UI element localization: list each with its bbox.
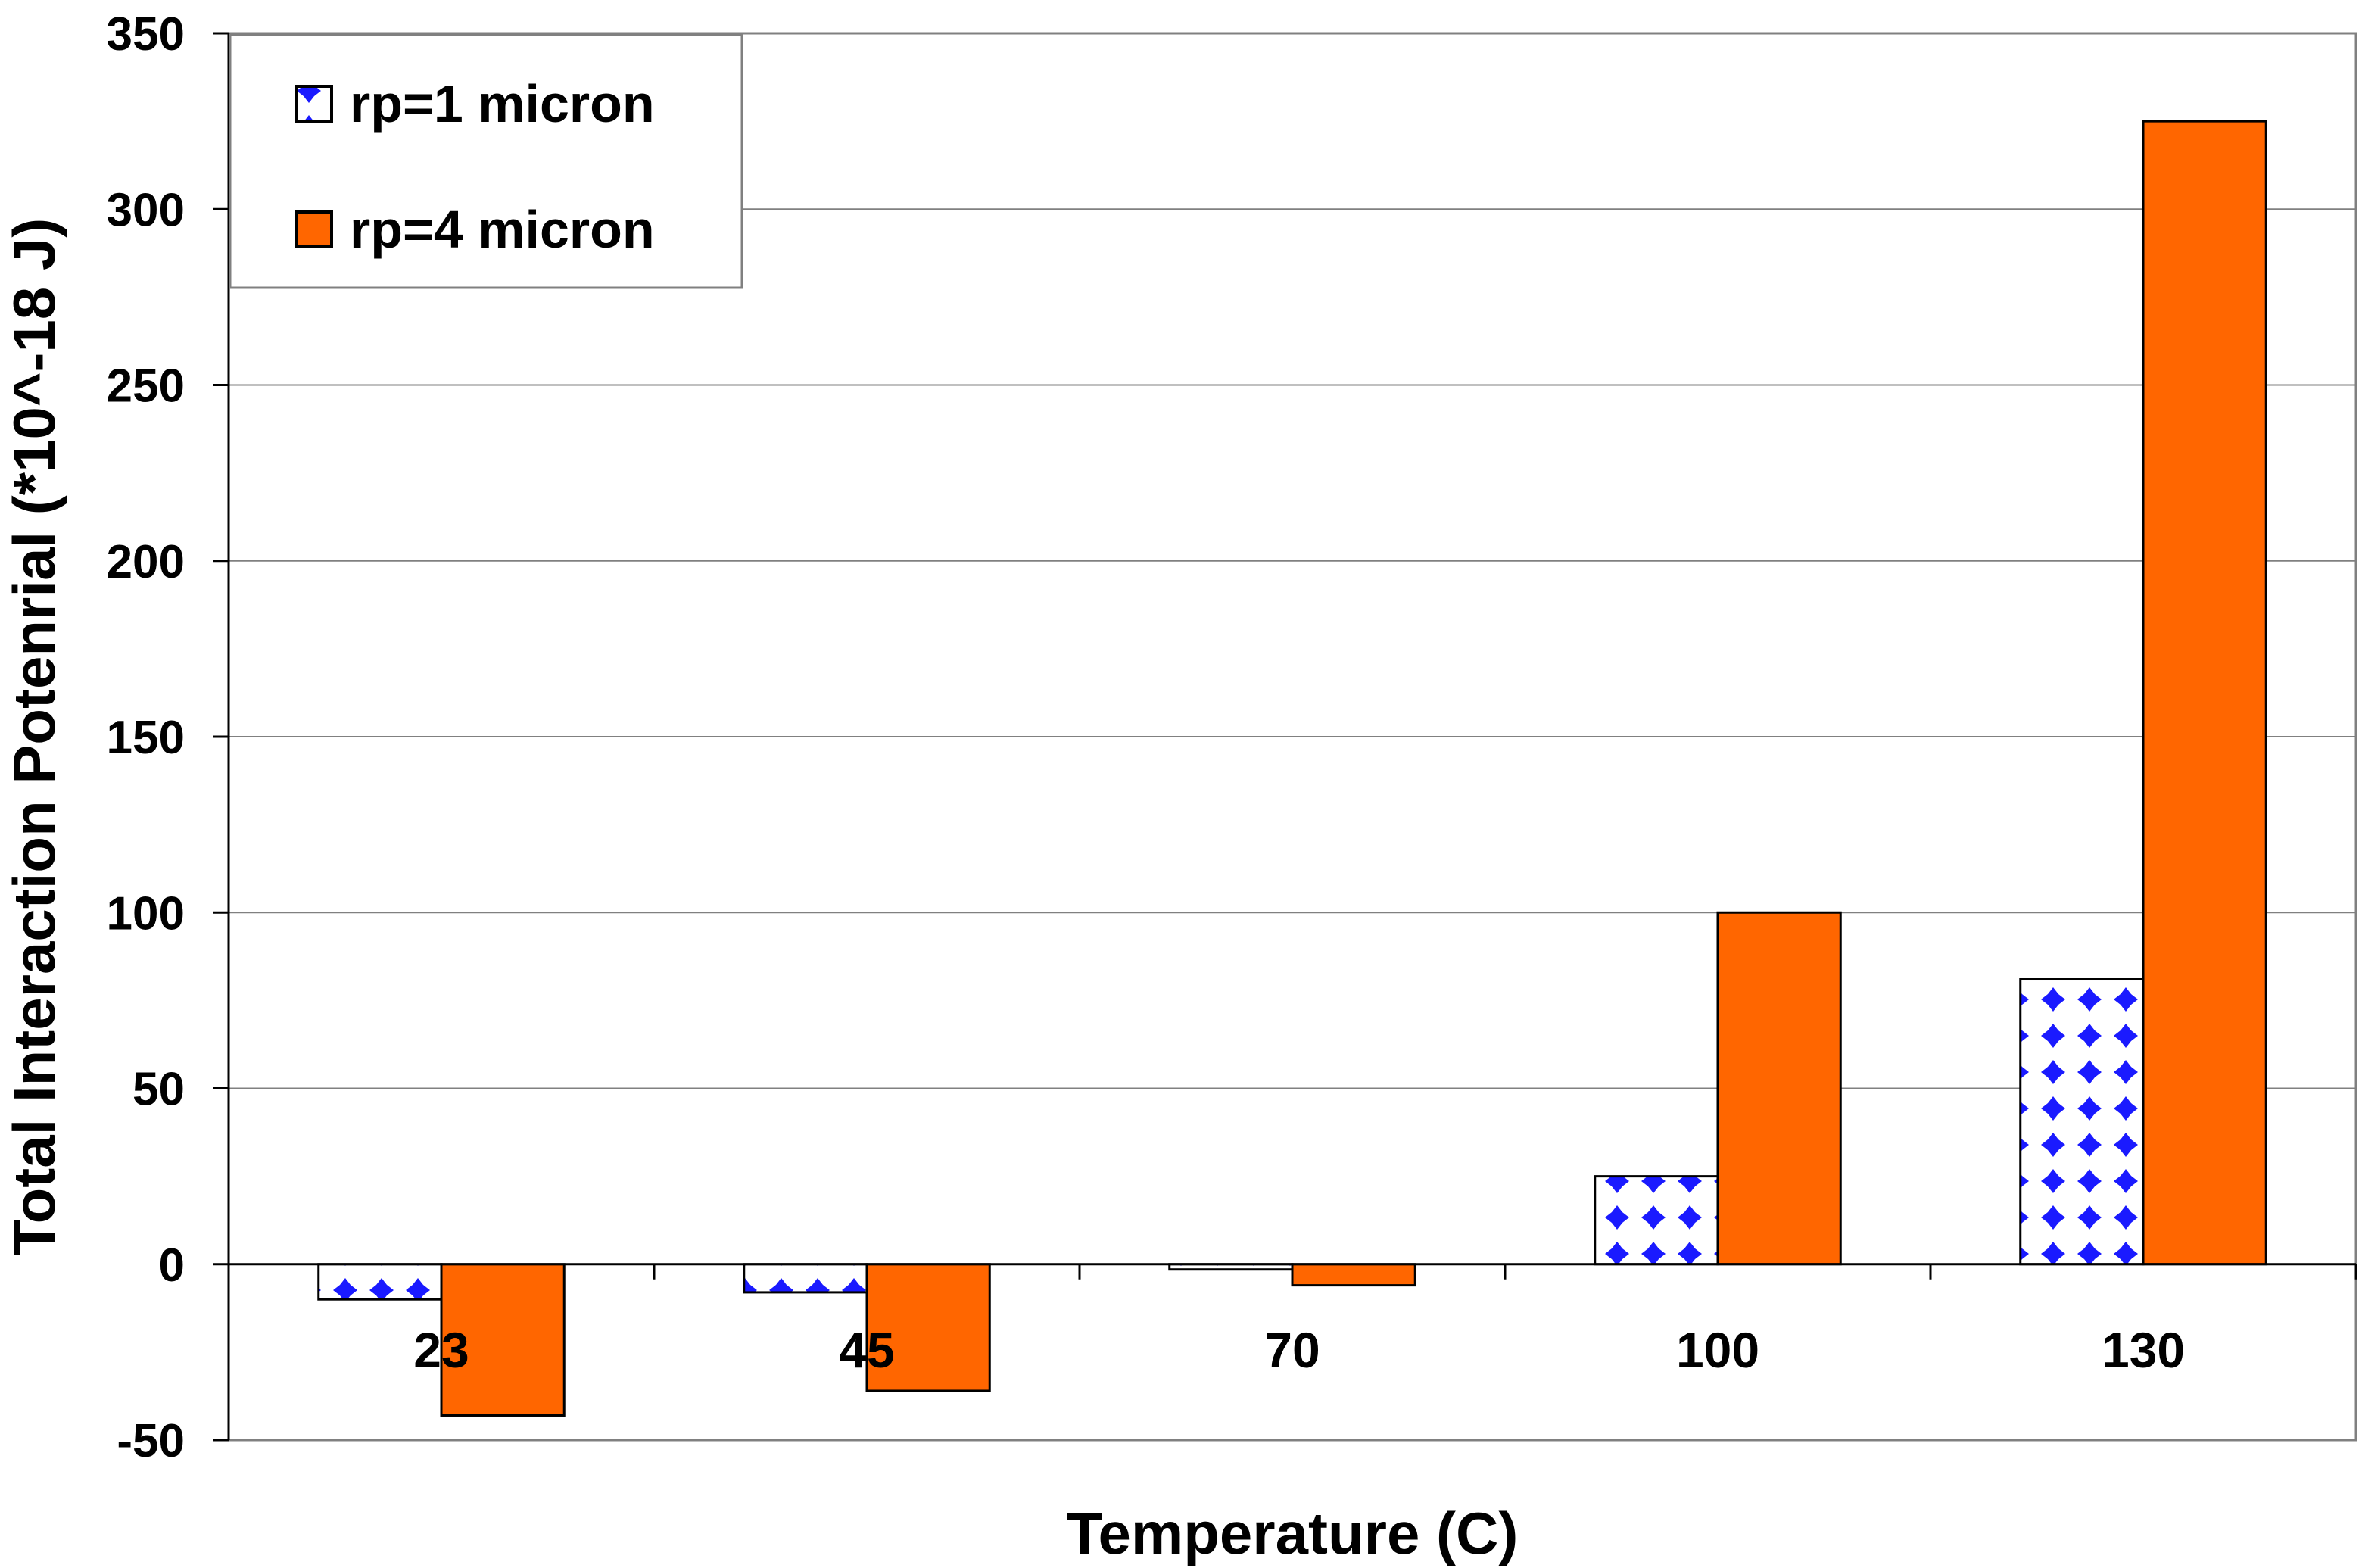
x-tick-label-130: 130	[2102, 1322, 2185, 1378]
axes	[213, 32, 2357, 1442]
y-tick-label: 50	[132, 1064, 185, 1116]
bar-rp-4-micron-23	[440, 1263, 566, 1417]
y-tick-label: -50	[117, 1415, 185, 1467]
x-tick-label-45: 45	[839, 1322, 894, 1378]
y-tick-label: 200	[107, 536, 185, 588]
bar-rp-4-micron-70	[1291, 1263, 1416, 1287]
x-tick-label-70: 70	[1264, 1322, 1320, 1378]
bar-rp-1-micron-130	[2019, 978, 2145, 1266]
y-tick-label: 350	[107, 8, 185, 61]
y-tick-label: 300	[107, 184, 185, 236]
x-tick-label-100: 100	[1676, 1322, 1759, 1378]
bar-rp-1-micron-100	[1594, 1175, 1719, 1266]
x-tick-label-23: 23	[413, 1322, 469, 1378]
legend-label-rp4: rp=4 micron	[350, 200, 655, 259]
bar-rp-1-micron-45	[743, 1263, 868, 1294]
y-tick-label: 0	[159, 1239, 185, 1292]
legend-swatch-rp4	[295, 210, 333, 248]
y-tick-label: 250	[107, 360, 185, 413]
y-tick-label: 100	[107, 887, 185, 940]
bar-rp-4-micron-100	[1716, 911, 1842, 1266]
legend-swatch-rp1	[295, 85, 333, 123]
bar-rp-4-micron-130	[2142, 120, 2267, 1266]
y-axis-title: Total Interaction Potenrial (*10^-18 J)	[1, 218, 67, 1255]
y-tick-label: 150	[107, 712, 185, 764]
legend-label-rp1: rp=1 micron	[350, 74, 655, 133]
legend: rp=1 micron rp=4 micron	[229, 33, 743, 289]
labels: -50 0 50 100 150 200 250 300 350 23 45 70 100 130	[107, 8, 2186, 1467]
bars	[317, 120, 2267, 1417]
x-axis-title: Temperature (C)	[1067, 1500, 1519, 1566]
bar-rp-1-micron-23	[317, 1263, 443, 1301]
